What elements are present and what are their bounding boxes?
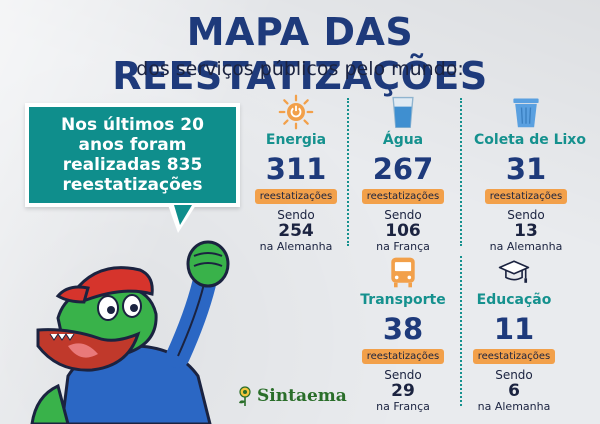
speech-bubble-text: Nos últimos 20 anos foram realizadas 835…: [61, 115, 204, 195]
sector-badge: reestatizações: [361, 349, 445, 364]
speech-bubble-tail-inner: [174, 205, 192, 225]
sector-educacao: Educação 11 reestatizações Sendo 6 na Al…: [462, 254, 566, 413]
sector-category: Coleta de Lixo: [474, 132, 586, 148]
sector-badge: reestatizações: [484, 189, 568, 204]
divider-2: [460, 98, 462, 246]
page-title: MAPA DAS REESTATIZAÇÕES: [112, 10, 488, 98]
page-subtitle: dos serviços públicos pelo mundo:: [136, 58, 464, 80]
sector-category: Água: [382, 132, 424, 148]
sector-badge: reestatizações: [472, 349, 556, 364]
alligator-mascot-illustration: [30, 240, 230, 424]
sector-category: Educação: [476, 292, 552, 308]
sector-category: Transporte: [360, 292, 446, 308]
sector-total: 31: [505, 152, 547, 186]
sector-place: na França: [376, 400, 430, 413]
sector-sendo: Sendo: [384, 208, 422, 222]
sector-total: 311: [265, 152, 327, 186]
sector-count: 29: [391, 381, 415, 401]
bus-icon: [391, 257, 415, 288]
sector-sendo: Sendo: [495, 368, 533, 382]
sector-badge: reestatizações: [254, 189, 338, 204]
sector-coleta-de-lixo: Coleta de Lixo 31 reestatizações Sendo 1…: [474, 94, 586, 253]
sector-count: 6: [508, 381, 520, 401]
sector-count: 106: [385, 221, 421, 241]
sector-badge: reestatizações: [361, 189, 445, 204]
sector-count: 254: [278, 221, 314, 241]
sector-place: na Alemanha: [489, 240, 563, 253]
speech-bubble: Nos últimos 20 anos foram realizadas 835…: [25, 103, 240, 207]
sector-sendo: Sendo: [384, 368, 422, 382]
sector-sendo: Sendo: [277, 208, 315, 222]
sector-total: 267: [372, 152, 434, 186]
divider-1: [347, 98, 349, 246]
graduation-cap-icon: [498, 260, 530, 283]
sector-place: na França: [376, 240, 430, 253]
water-glass-icon: [392, 96, 414, 128]
sector-place: na Alemanha: [477, 400, 551, 413]
sector-count: 13: [514, 221, 538, 241]
trash-bin-icon: [513, 98, 539, 128]
sintaema-logo: Sintaema: [236, 385, 347, 407]
sector-sendo: Sendo: [507, 208, 545, 222]
lightbulb-icon: [278, 94, 314, 130]
sector-energia: Energia 311 reestatizações Sendo 254 na …: [244, 94, 348, 253]
sector-total: 11: [493, 312, 535, 346]
sector-category: Energia: [265, 132, 327, 148]
sector-agua: Água 267 reestatizações Sendo 106 na Fra…: [351, 94, 455, 253]
sector-transporte: Transporte 38 reestatizações Sendo 29 na…: [351, 254, 455, 413]
sector-place: na Alemanha: [259, 240, 333, 253]
sector-total: 38: [382, 312, 424, 346]
flower-icon: [239, 386, 251, 406]
divider-3: [460, 256, 462, 406]
logo-text: Sintaema: [257, 386, 347, 406]
